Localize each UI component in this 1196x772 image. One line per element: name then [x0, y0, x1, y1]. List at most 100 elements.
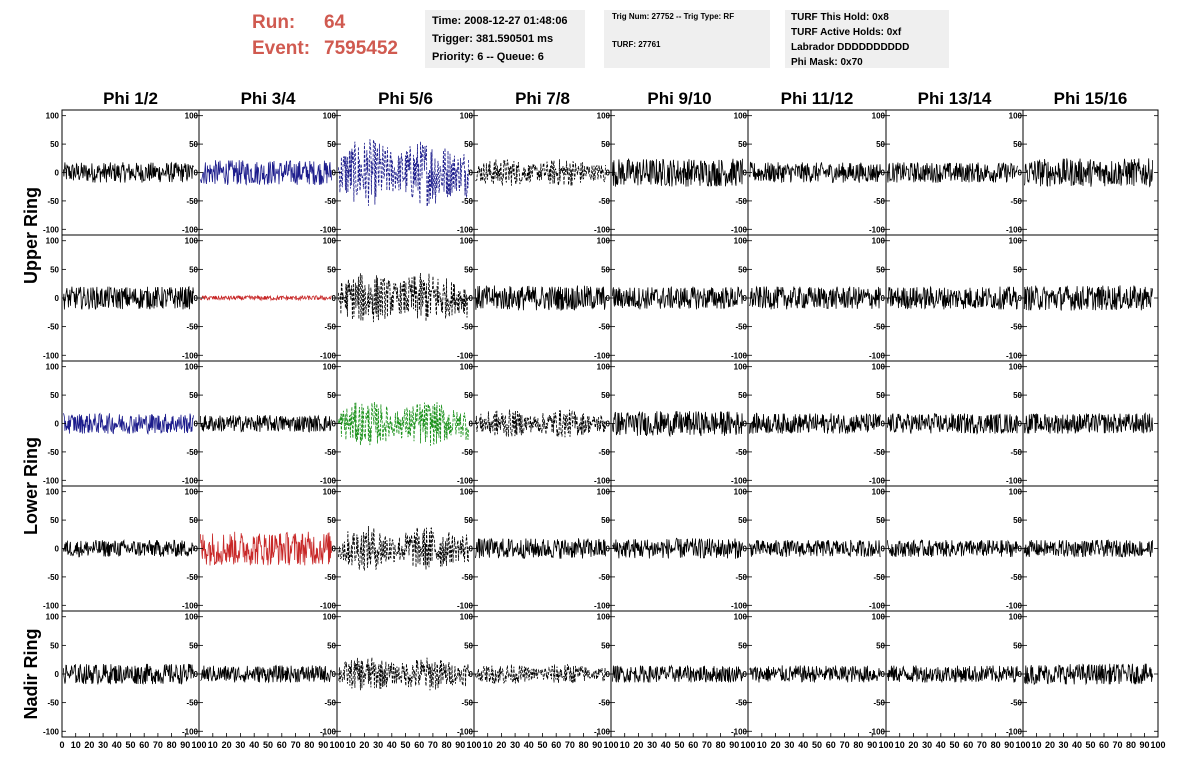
column-header-3: Phi 5/6 [378, 89, 433, 108]
ytick-label-r4-c2-3: -50 [186, 573, 198, 582]
xtick-label-c1-1: 10 [71, 740, 81, 750]
ytick-label-r4-c7-0: 100 [872, 488, 886, 497]
ytick-label-r3-c7-1: 50 [876, 391, 885, 400]
panel-frame-r5-c4 [473, 610, 612, 738]
xtick-label-c8-0: 10 [1031, 740, 1041, 750]
ytick-label-r2-c6-3: -50 [735, 323, 747, 332]
ytick-label-r4-c4-0: 100 [460, 488, 474, 497]
xtick-label-c4-0: 10 [483, 740, 493, 750]
xtick-label-c7-3: 40 [936, 740, 946, 750]
ytick-label-r5-c7-2: 0 [881, 670, 886, 679]
ytick-label-r5-c8-1: 50 [1013, 641, 1022, 650]
ytick-label-r4-c8-1: 50 [1013, 516, 1022, 525]
ytick-label-r1-c5-1: 50 [601, 140, 610, 149]
ytick-label-r3-c8-1: 50 [1013, 391, 1022, 400]
ring-label-2: Lower Ring [21, 437, 41, 535]
xtick-label-c3-1: 20 [359, 740, 369, 750]
ytick-label-r4-c8-3: -50 [1010, 573, 1022, 582]
time-line: Time: 2008-12-27 01:48:06 [432, 15, 568, 27]
xtick-label-c5-3: 40 [661, 740, 671, 750]
ytick-label-r3-c7-3: -50 [873, 448, 885, 457]
xtick-label-c5-1: 20 [633, 740, 643, 750]
xtick-label-c2-4: 50 [263, 740, 273, 750]
ytick-label-r1-c3-3: -50 [324, 197, 336, 206]
ytick-label-r2-c6-2: 0 [743, 294, 748, 303]
xtick-label-c4-2: 30 [510, 740, 520, 750]
ytick-label-r2-c7-4: -100 [869, 351, 886, 360]
ytick-label-r1-c2-1: 50 [189, 140, 198, 149]
xtick-label-c3-2: 30 [373, 740, 383, 750]
ytick-label-r2-c7-3: -50 [873, 323, 885, 332]
xtick-label-c1-4: 40 [112, 740, 122, 750]
ytick-label-left-r3-4: -100 [43, 476, 60, 485]
run-event-info: Run: 64 Event: 7595452 [252, 10, 398, 62]
ytick-label-r2-c2-0: 100 [185, 237, 199, 246]
waveform-r5-c2 [200, 664, 332, 684]
ytick-label-r5-c4-4: -100 [457, 727, 474, 736]
xtick-label-c6-4: 50 [812, 740, 822, 750]
ytick-label-r5-c7-0: 100 [872, 613, 886, 622]
xtick-label-c2-9: 100 [329, 740, 344, 750]
ytick-label-r5-c7-1: 50 [876, 641, 885, 650]
waveform-r4-c6 [749, 539, 881, 558]
xtick-label-c7-7: 80 [991, 740, 1001, 750]
xtick-label-c5-9: 100 [740, 740, 755, 750]
ytick-label-r4-c8-2: 0 [1018, 545, 1023, 554]
ytick-label-r3-c2-3: -50 [186, 448, 198, 457]
waveform-r5-c5 [612, 664, 743, 683]
ytick-label-r1-c5-2: 0 [606, 169, 611, 178]
turf-hold-line: TURF This Hold: 0x8 [791, 12, 889, 23]
ytick-label-r2-c5-4: -100 [594, 351, 611, 360]
waveform-r4-c7 [887, 539, 1018, 558]
ytick-label-r3-c3-2: 0 [332, 420, 337, 429]
xtick-label-c6-3: 40 [798, 740, 808, 750]
waveform-r5-c7 [887, 665, 1018, 683]
xtick-label-c4-6: 70 [565, 740, 575, 750]
ytick-label-r2-c2-3: -50 [186, 323, 198, 332]
ytick-label-r3-c4-1: 50 [464, 391, 473, 400]
ytick-label-r3-c4-0: 100 [460, 363, 474, 372]
ytick-label-r4-c6-1: 50 [738, 516, 747, 525]
column-header-5: Phi 9/10 [647, 89, 711, 108]
xtick-label-c2-1: 20 [222, 740, 232, 750]
ytick-label-r1-c4-1: 50 [464, 140, 473, 149]
ytick-label-r3-c5-0: 100 [597, 363, 611, 372]
xtick-label-c5-0: 10 [620, 740, 630, 750]
ytick-label-r4-c6-4: -100 [731, 601, 748, 610]
ytick-label-r3-c5-2: 0 [606, 420, 611, 429]
ytick-label-r2-c8-4: -100 [1006, 351, 1023, 360]
ytick-label-r5-c6-3: -50 [735, 699, 747, 708]
ytick-label-r1-c6-2: 0 [743, 169, 748, 178]
waveform-r2-c3 [338, 272, 469, 323]
ytick-label-r5-c7-4: -100 [869, 727, 886, 736]
xtick-label-c6-6: 70 [840, 740, 850, 750]
xtick-label-c1-0: 0 [59, 740, 64, 750]
ytick-label-left-r5-4: -100 [43, 727, 60, 736]
ytick-label-r4-c5-0: 100 [597, 488, 611, 497]
ytick-label-left-r2-2: 0 [55, 294, 60, 303]
ytick-label-left-r4-3: -50 [47, 573, 59, 582]
xtick-label-c8-6: 70 [1112, 740, 1122, 750]
ytick-label-r3-c4-4: -100 [457, 476, 474, 485]
waveform-r1-c2 [200, 160, 332, 186]
trig-num-line: Trig Num: 27752 -- Trig Type: RF [612, 12, 735, 21]
labrador-line: Labrador DDDDDDDDDD [791, 42, 910, 53]
ytick-label-r1-c4-0: 100 [460, 112, 474, 121]
xtick-label-c3-9: 100 [466, 740, 481, 750]
ytick-label-r2-c7-1: 50 [876, 265, 885, 274]
xtick-label-c4-7: 80 [579, 740, 589, 750]
ytick-label-r4-c4-3: -50 [461, 573, 473, 582]
ytick-label-r5-c6-0: 100 [734, 613, 748, 622]
ytick-label-r3-c3-1: 50 [327, 391, 336, 400]
waveform-r5-c3 [338, 657, 469, 691]
ytick-label-r5-c3-1: 50 [327, 641, 336, 650]
ytick-label-r5-c2-1: 50 [189, 641, 198, 650]
xtick-label-c3-6: 70 [428, 740, 438, 750]
ytick-label-r3-c7-2: 0 [881, 420, 886, 429]
ytick-label-r4-c5-4: -100 [594, 601, 611, 610]
xtick-label-c8-1: 20 [1045, 740, 1055, 750]
ytick-label-r2-c3-1: 50 [327, 265, 336, 274]
xtick-label-c2-6: 70 [291, 740, 301, 750]
ytick-label-r2-c5-1: 50 [601, 265, 610, 274]
